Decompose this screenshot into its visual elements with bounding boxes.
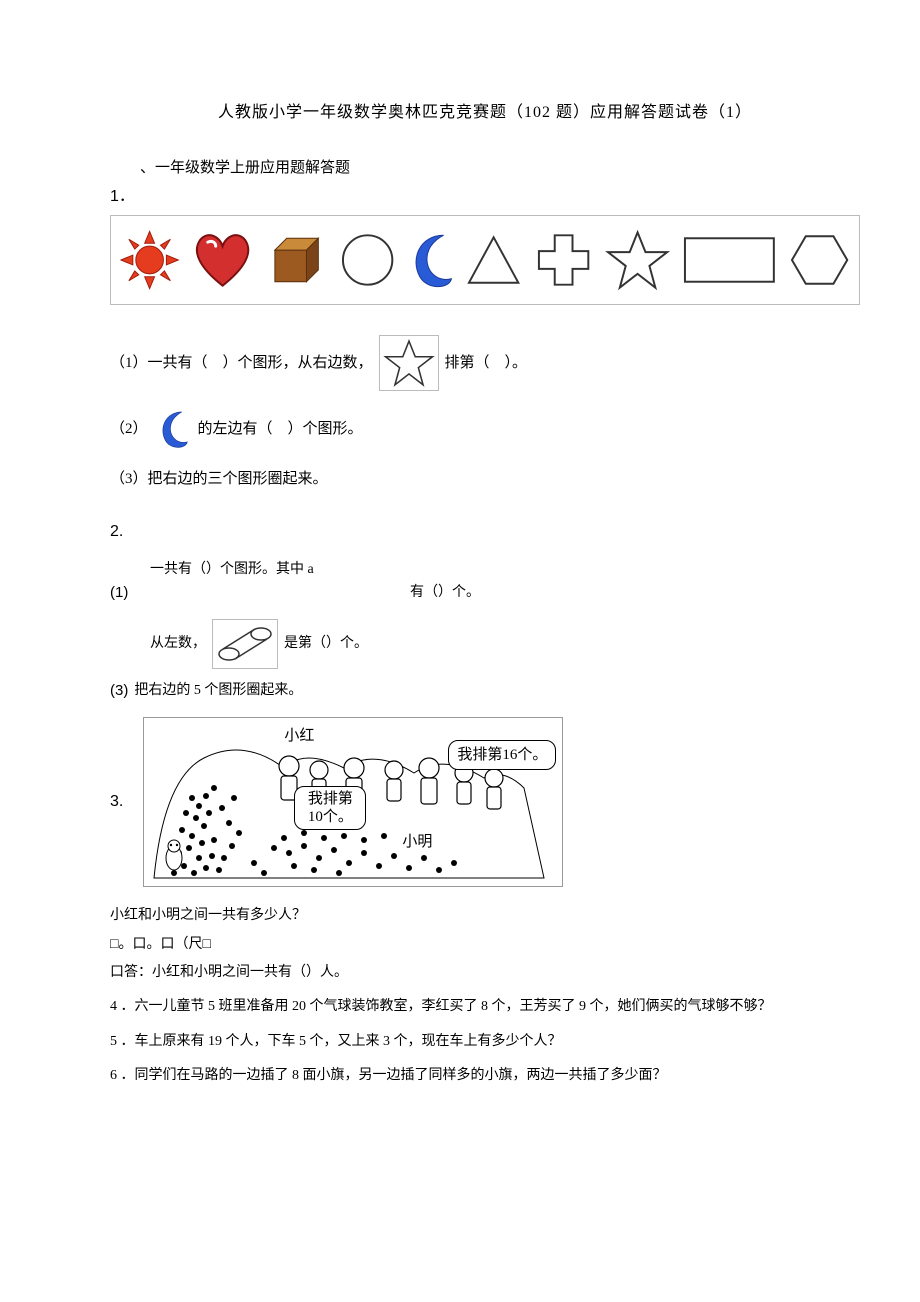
circle-icon xyxy=(339,231,396,289)
section-heading: 、一年级数学上册应用题解答题 xyxy=(140,156,860,180)
q1-sub3: （3）把右边的三个图形圈起来。 xyxy=(110,467,860,491)
label-xiaohong: 小红 xyxy=(284,724,314,748)
speech-bubble-ming: 我排第16个。 xyxy=(448,740,556,770)
q3-line-a: 小红和小明之间一共有多少人？ xyxy=(110,905,860,927)
triangle-icon xyxy=(465,233,522,287)
q2-cylinder-row: 从左数， 是第（）个。 xyxy=(150,619,860,669)
document-page: 人教版小学一年级数学奥林匹克竞赛题（102 题）应用解答题试卷（1） 、一年级数… xyxy=(0,0,920,1160)
q2-number: 2. xyxy=(110,519,860,545)
q2-line2b: 是第（）个。 xyxy=(284,633,368,655)
q1-sub1-text-b: 排第（ ）。 xyxy=(445,351,528,375)
q1-sub1: （1）一共有（ ）个图形，从右边数， 排第（ ）。 xyxy=(110,335,860,391)
q3-line-b: □。口。口（尺□ xyxy=(110,934,860,956)
q1-moon-box xyxy=(154,405,192,453)
q1-sub2-text-a: （2） xyxy=(110,417,148,441)
cylinder-icon xyxy=(215,622,275,666)
bubble-hong-l1: 我排第 xyxy=(308,790,353,808)
sun-icon xyxy=(119,229,180,291)
q3-illustration: 小红 小明 我排第16个。 我排第 10个。 xyxy=(143,717,563,887)
q2-sub3: (3) 把右边的 5 个图形圈起来。 xyxy=(110,679,860,703)
q3-line-c: 口答：小红和小明之间一共有（）人。 xyxy=(110,962,860,984)
q2-line1b: 有（）个。 xyxy=(410,582,610,604)
q6: 6 ．同学们在马路的一边插了 8 面小旗，另一边插了同样多的小旗，两边一共插了多… xyxy=(110,1065,860,1087)
hexagon-icon xyxy=(788,230,851,290)
q1-sub1-text-a: （1）一共有（ ）个图形，从右边数， xyxy=(110,351,373,375)
bubble-ming-text: 我排第16个。 xyxy=(457,743,547,767)
q2-grid: (1) 有（）个。 xyxy=(110,581,860,605)
q2-sub3-label: (3) xyxy=(110,679,128,703)
q2-line2a: 从左数， xyxy=(150,633,206,655)
q2-sub3-text: 把右边的 5 个图形圈起来。 xyxy=(134,680,302,702)
q1-sub2: （2） 的左边有（ ）个图形。 xyxy=(110,405,860,453)
q3-number: 3. xyxy=(110,789,123,815)
rectangle-icon xyxy=(681,232,778,288)
q2-cylinder-box xyxy=(212,619,278,669)
moon-icon xyxy=(406,229,455,291)
label-xiaoming: 小明 xyxy=(402,830,432,854)
q1-sub2-text-b: 的左边有（ ）个图形。 xyxy=(198,417,363,441)
q1-number: 1． xyxy=(110,184,860,210)
page-title: 人教版小学一年级数学奥林匹克竞赛题（102 题）应用解答题试卷（1） xyxy=(110,100,860,126)
q5: 5 ．车上原来有 19 个人，下车 5 个，又上来 3 个，现在车上有多少个人？ xyxy=(110,1031,860,1053)
q1-shapes-row xyxy=(110,215,860,305)
q2-line1: 一共有（）个图形。其中 a xyxy=(150,559,860,581)
star-icon xyxy=(604,228,671,292)
cross-icon xyxy=(533,229,594,291)
q3-row: 3. xyxy=(110,717,860,887)
bubble-hong-l2: 10个。 xyxy=(308,808,353,826)
cube-icon xyxy=(265,232,328,288)
star-icon xyxy=(382,338,436,388)
q1-star-box xyxy=(379,335,439,391)
q4: 4 ．六一儿童节 5 班里准备用 20 个气球装饰教室，李红买了 8 个，王芳买… xyxy=(110,996,860,1018)
q2-paren1: (1) xyxy=(110,581,410,605)
speech-bubble-hong: 我排第 10个。 xyxy=(294,786,366,830)
heart-icon xyxy=(190,230,255,290)
moon-icon xyxy=(156,407,190,451)
